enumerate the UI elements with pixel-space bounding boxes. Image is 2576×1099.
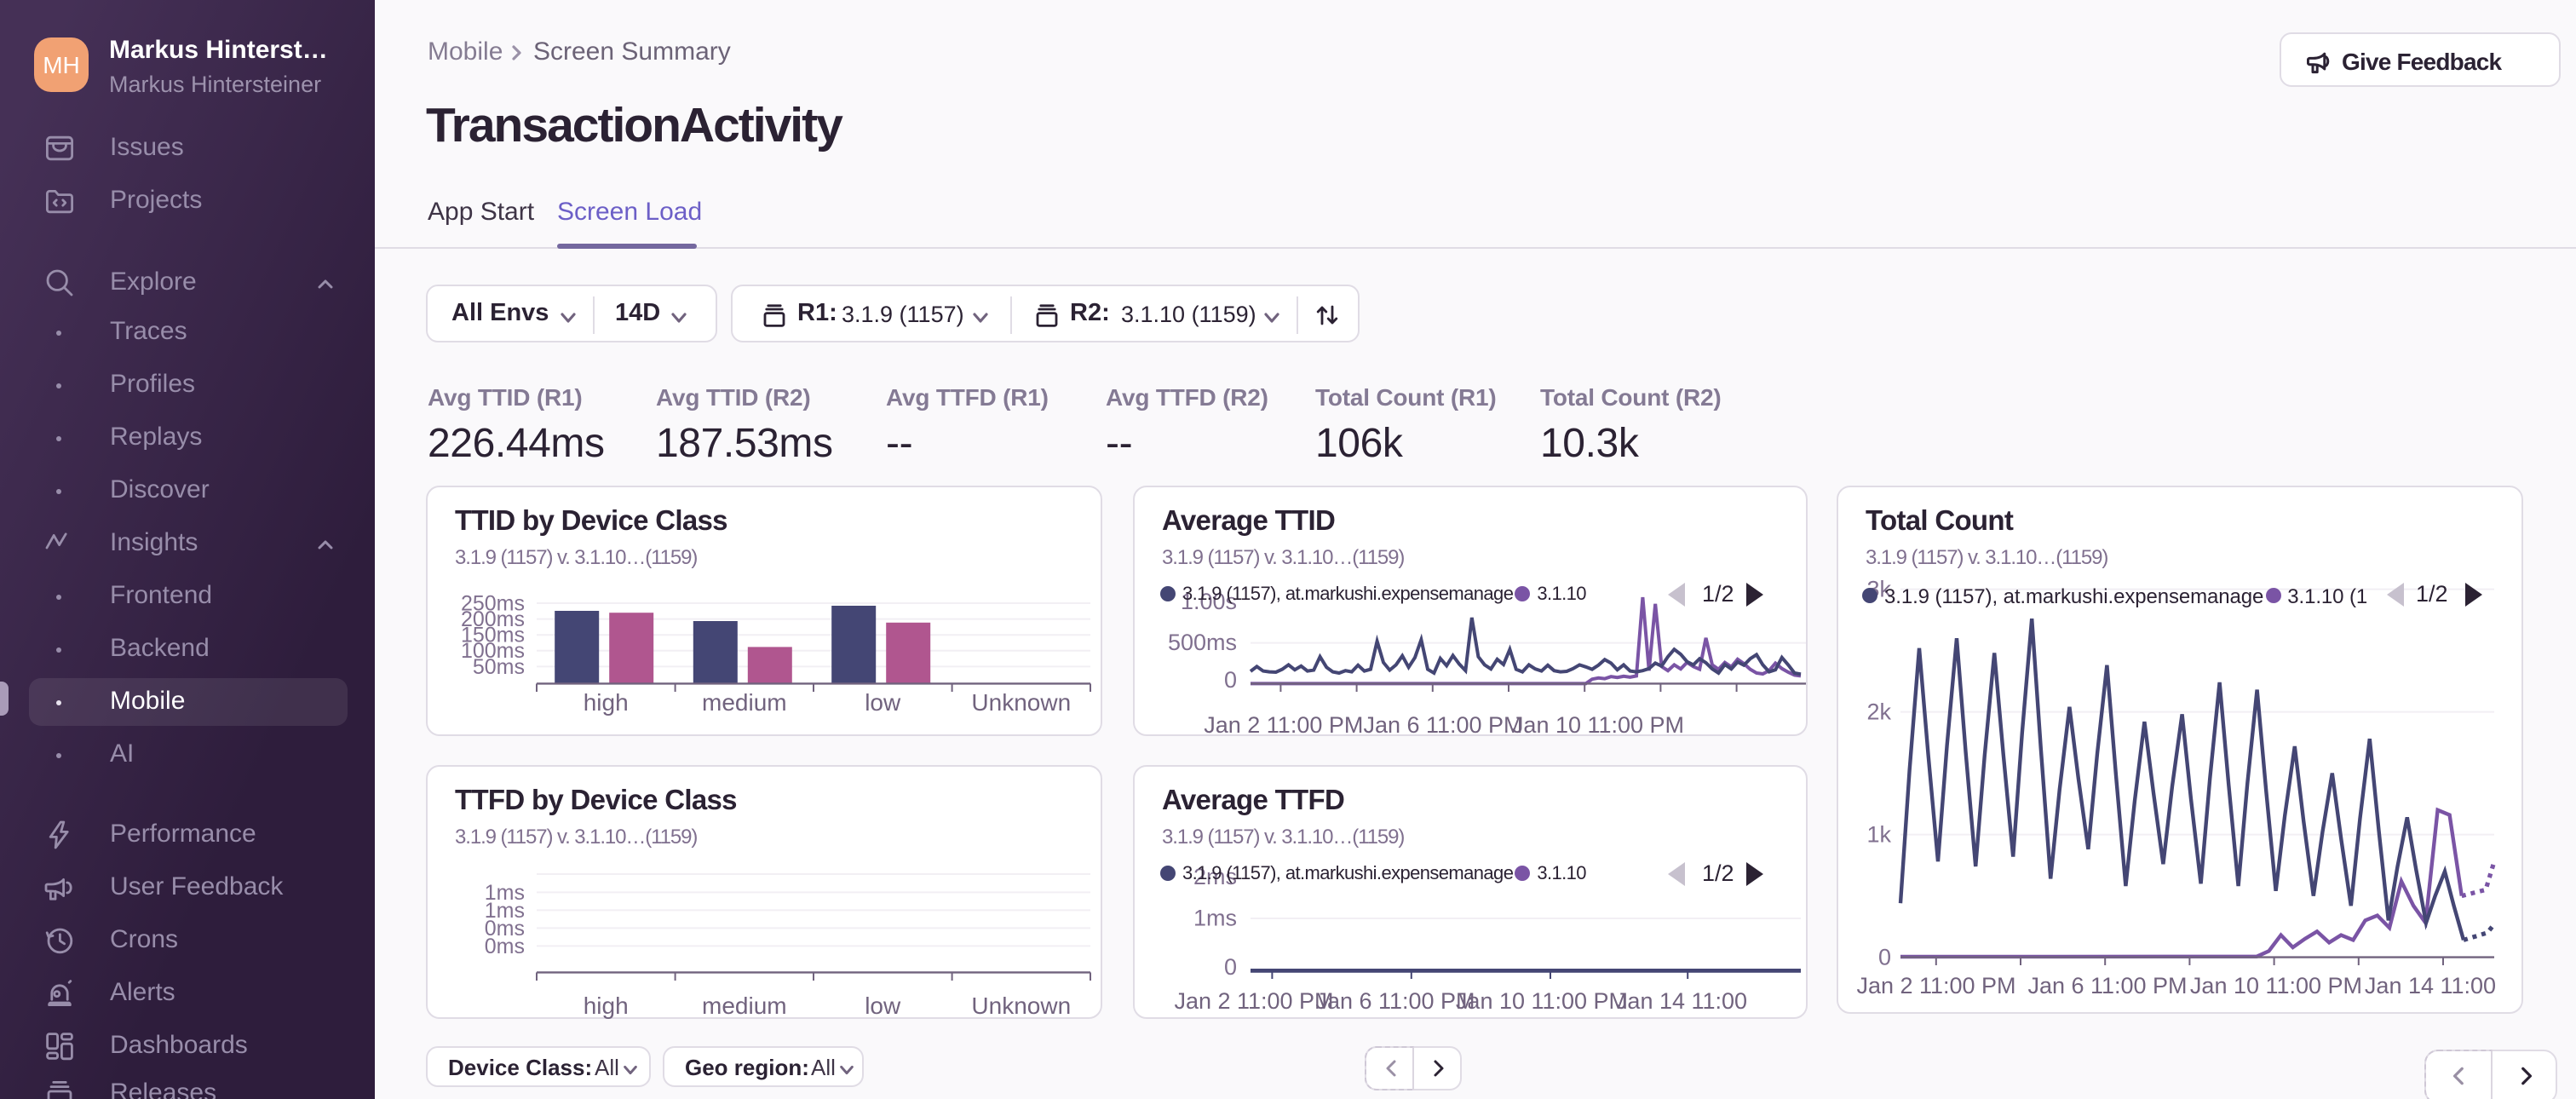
- svg-text:Jan 14 11:00: Jan 14 11:00: [1616, 988, 1747, 1014]
- svg-text:500ms: 500ms: [1168, 630, 1237, 655]
- svg-text:low: low: [865, 993, 901, 1019]
- svg-text:Jan 6 11:00 PM: Jan 6 11:00 PM: [2027, 973, 2187, 998]
- svg-text:Jan 2 11:00 PM: Jan 2 11:00 PM: [1856, 973, 2015, 998]
- svg-text:1k: 1k: [1866, 822, 1891, 848]
- svg-text:2k: 2k: [1866, 699, 1891, 725]
- svg-text:1ms: 1ms: [485, 899, 525, 923]
- svg-text:Jan 6 11:00 PM: Jan 6 11:00 PM: [1315, 988, 1475, 1014]
- svg-text:medium: medium: [702, 993, 787, 1019]
- svg-text:1.00s: 1.00s: [1181, 589, 1237, 614]
- svg-text:0ms: 0ms: [485, 935, 525, 958]
- svg-text:Jan 10 11:00 PM: Jan 10 11:00 PM: [1456, 988, 1628, 1014]
- svg-text:0: 0: [1224, 667, 1237, 693]
- svg-text:Jan 6 11:00 PM: Jan 6 11:00 PM: [1363, 712, 1522, 738]
- svg-text:50ms: 50ms: [473, 655, 525, 679]
- svg-text:200ms: 200ms: [461, 607, 525, 631]
- svg-text:0: 0: [1224, 954, 1237, 980]
- svg-text:100ms: 100ms: [461, 639, 525, 663]
- svg-text:0: 0: [1878, 945, 1891, 970]
- svg-text:Unknown: Unknown: [971, 689, 1071, 716]
- svg-text:Jan 2 11:00 PM: Jan 2 11:00 PM: [1174, 988, 1333, 1014]
- svg-text:150ms: 150ms: [461, 624, 525, 647]
- svg-text:Jan 2 11:00 PM: Jan 2 11:00 PM: [1204, 712, 1363, 738]
- svg-text:Jan 14 11:00: Jan 14 11:00: [2365, 973, 2496, 998]
- svg-text:medium: medium: [702, 689, 787, 716]
- svg-text:2ms: 2ms: [1193, 864, 1237, 889]
- svg-text:Jan 10 11:00 PM: Jan 10 11:00 PM: [1512, 712, 1684, 738]
- svg-text:Jan 10 11:00 PM: Jan 10 11:00 PM: [2190, 973, 2362, 998]
- svg-text:1ms: 1ms: [1193, 905, 1237, 930]
- svg-text:Unknown: Unknown: [971, 993, 1071, 1019]
- svg-text:low: low: [865, 689, 901, 716]
- svg-text:250ms: 250ms: [461, 591, 525, 615]
- svg-text:1ms: 1ms: [485, 881, 525, 905]
- svg-text:0ms: 0ms: [485, 917, 525, 941]
- svg-text:high: high: [584, 993, 629, 1019]
- svg-text:high: high: [584, 689, 629, 716]
